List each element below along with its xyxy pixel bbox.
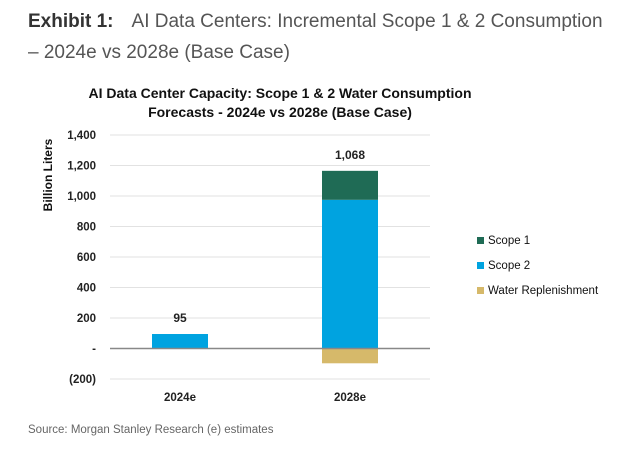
y-tick-label: 800 [77, 222, 96, 234]
bar-scope-2 [152, 334, 208, 349]
y-tick-label: 1,400 [67, 130, 96, 142]
legend-label: Water Replenishment [488, 285, 599, 297]
y-tick-label: (200) [69, 374, 96, 386]
legend-swatch [477, 237, 484, 244]
legend-label: Scope 1 [488, 235, 530, 247]
chart-title: AI Data Center Capacity: Scope 1 & 2 Wat… [60, 84, 500, 122]
legend: Scope 1 Scope 2 Water Replenishment [477, 235, 599, 297]
bar-scope-2 [322, 199, 378, 349]
total-data-label: 1,068 [335, 148, 365, 162]
exhibit-title: AI Data Centers: Incremental Scope 1 & 2… [28, 11, 603, 63]
legend-swatch [477, 262, 484, 269]
bar-scope-1 [322, 170, 378, 200]
chart-title-line-2: Forecasts - 2024e vs 2028e (Base Case) [148, 104, 412, 120]
bar-water-replenishment [322, 348, 378, 364]
y-tick-label: 1,000 [67, 191, 96, 203]
y-tick-label: 200 [77, 313, 96, 325]
y-tick-label: - [92, 344, 96, 356]
y-axis-label: Billion Liters [41, 138, 55, 211]
exhibit-heading: Exhibit 1: AI Data Centers: Incremental S… [28, 6, 608, 68]
y-tick-label: 400 [77, 283, 96, 295]
y-tick-label: 600 [77, 252, 96, 264]
x-axis-ticks: 2024e 2028e [164, 392, 366, 404]
exhibit-label: Exhibit 1: [28, 11, 114, 32]
legend-swatch [477, 287, 484, 294]
legend-label: Scope 2 [488, 260, 530, 272]
chart-title-line-1: AI Data Center Capacity: Scope 1 & 2 Wat… [88, 85, 472, 101]
source-note: Source: Morgan Stanley Research (e) esti… [28, 424, 274, 436]
y-tick-label: 1,200 [67, 161, 96, 173]
data-labels: 95 1,068 [173, 148, 365, 325]
y-axis-ticks: 1,400 1,200 1,000 800 600 400 200 - (200) [67, 130, 96, 386]
total-data-label: 95 [173, 311, 187, 325]
x-tick-label: 2028e [334, 392, 366, 404]
x-tick-label: 2024e [164, 392, 196, 404]
bars [152, 170, 378, 364]
